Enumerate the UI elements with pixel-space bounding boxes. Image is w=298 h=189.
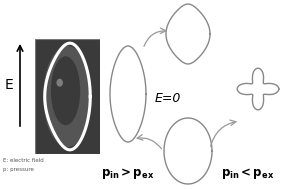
Ellipse shape: [51, 56, 80, 125]
Ellipse shape: [56, 79, 63, 87]
Text: $\mathbf{p_{in}>p_{ex}}$: $\mathbf{p_{in}>p_{ex}}$: [101, 166, 155, 181]
Text: E: E: [5, 78, 13, 92]
Text: $\mathbf{p_{in}<p_{ex}}$: $\mathbf{p_{in}<p_{ex}}$: [221, 166, 275, 181]
Text: E: electric field: E: electric field: [3, 159, 44, 163]
Text: p: pressure: p: pressure: [3, 167, 34, 171]
Ellipse shape: [43, 46, 92, 147]
Text: E=0: E=0: [155, 92, 181, 105]
